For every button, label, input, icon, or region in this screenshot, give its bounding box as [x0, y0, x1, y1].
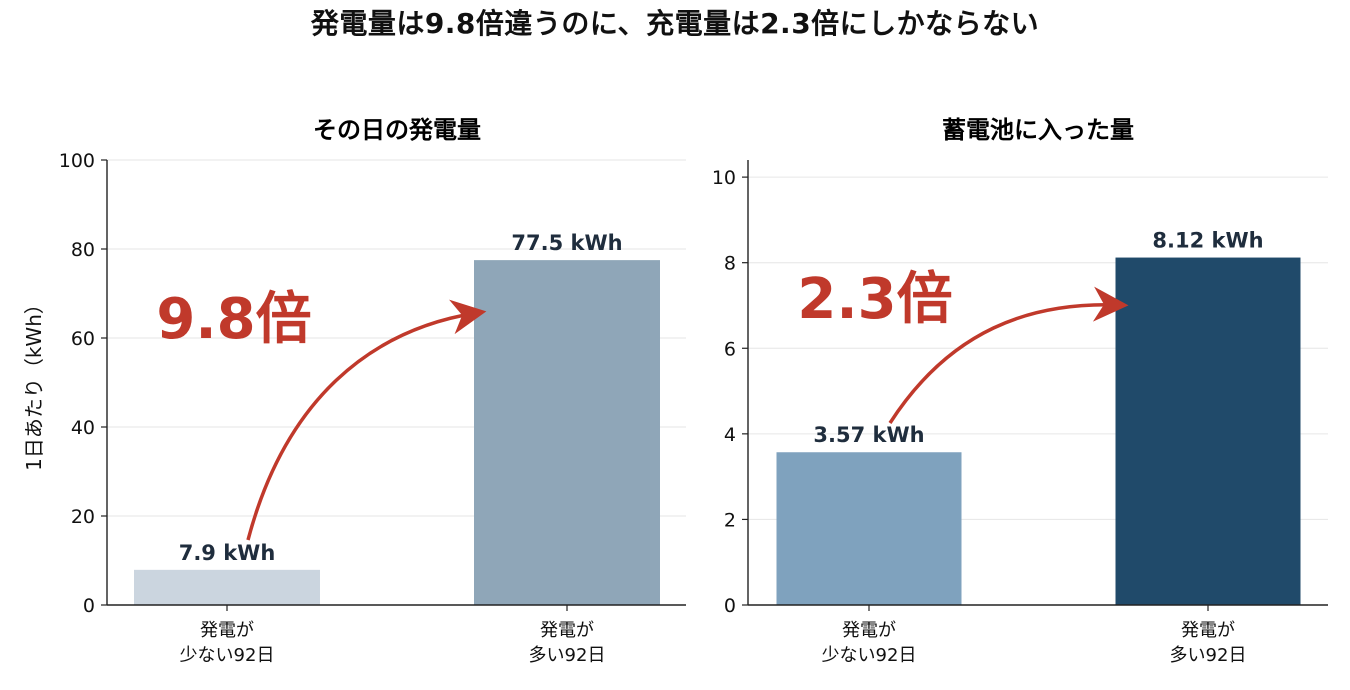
- y-tick-label: 100: [59, 150, 95, 172]
- data-label: 77.5 kWh: [511, 231, 622, 255]
- x-tick-label: 発電が: [842, 620, 896, 641]
- y-tick-label: 6: [724, 338, 736, 360]
- y-tick-label: 80: [71, 239, 95, 261]
- y-tick-label: 2: [724, 509, 736, 531]
- x-tick-label: 発電が: [200, 620, 254, 641]
- x-tick-label: 発電が: [1181, 620, 1235, 641]
- y-tick-label: 40: [71, 417, 95, 439]
- x-tick-label: 多い92日: [1170, 645, 1247, 666]
- x-tick-label: 多い92日: [529, 645, 606, 666]
- data-label: 3.57 kWh: [813, 423, 924, 447]
- y-tick-label: 8: [724, 253, 736, 275]
- panel-title: 蓄電池に入った量: [942, 116, 1134, 144]
- x-tick-label: 発電が: [540, 620, 594, 641]
- ratio-annotation: 2.3倍: [797, 267, 952, 332]
- y-tick-label: 4: [724, 424, 736, 446]
- y-axis-label: 1日あたり（kWh）: [22, 294, 46, 471]
- y-tick-label: 20: [71, 506, 95, 528]
- bar: [1115, 257, 1301, 605]
- data-label: 7.9 kWh: [179, 541, 276, 565]
- ratio-annotation: 9.8倍: [156, 287, 311, 352]
- bar: [134, 569, 320, 605]
- chart-suptitle: 発電量は9.8倍違うのに、充電量は2.3倍にしかならない: [310, 7, 1040, 40]
- ratio-arrow: [888, 286, 1129, 424]
- x-tick-label: 少ない92日: [180, 645, 275, 666]
- bar: [776, 452, 962, 605]
- y-tick-label: 0: [83, 595, 95, 617]
- y-tick-label: 0: [724, 595, 736, 617]
- ratio-arrow: [246, 299, 487, 541]
- y-tick-label: 10: [712, 167, 736, 189]
- y-tick-label: 60: [71, 328, 95, 350]
- panel-title: その日の発電量: [313, 116, 481, 144]
- data-label: 8.12 kWh: [1152, 229, 1263, 253]
- x-tick-label: 少ない92日: [822, 645, 917, 666]
- bar: [474, 260, 660, 605]
